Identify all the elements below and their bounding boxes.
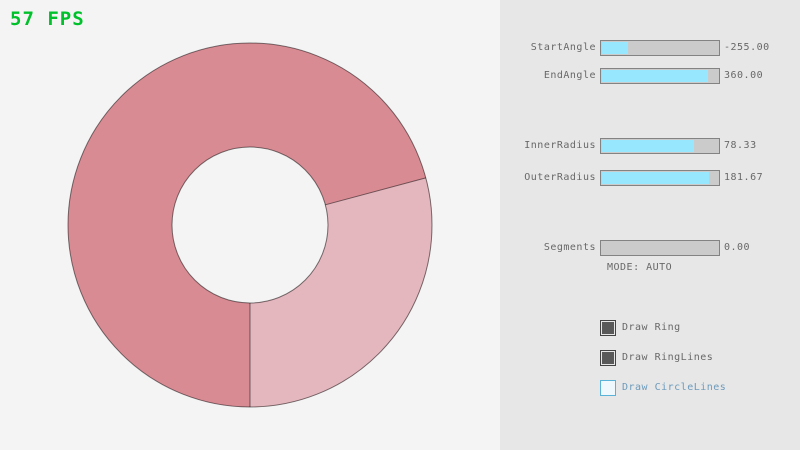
outer-radius-slider-fill [602, 172, 710, 184]
inner-radius-slider-fill [602, 140, 695, 152]
draw-circlelines-checkbox-label: Draw CircleLines [622, 382, 727, 393]
slider-row-outer-radius: OuterRadius 181.67 [500, 170, 800, 186]
draw-ring-checkbox-label: Draw Ring [622, 322, 681, 333]
controls-panel: StartAngle -255.00 EndAngle 360.00 Inner… [500, 0, 800, 450]
inner-radius-label: InnerRadius [524, 140, 596, 151]
draw-ringlines-checkbox-label: Draw RingLines [622, 352, 714, 363]
outer-radius-slider[interactable] [600, 170, 720, 186]
start-angle-value: -255.00 [724, 42, 770, 53]
checkbox-box-icon[interactable] [600, 380, 616, 396]
start-angle-slider[interactable] [600, 40, 720, 56]
slider-row-start-angle: StartAngle -255.00 [500, 40, 800, 56]
segments-slider[interactable] [600, 240, 720, 256]
slider-row-end-angle: EndAngle 360.00 [500, 68, 800, 84]
inner-radius-value: 78.33 [724, 140, 757, 151]
start-angle-label: StartAngle [530, 42, 596, 53]
inner-radius-slider[interactable] [600, 138, 720, 154]
draw-circlelines-checkbox[interactable]: Draw CircleLines [600, 380, 790, 396]
outer-radius-value: 181.67 [724, 172, 764, 183]
checkbox-box-icon[interactable] [600, 320, 616, 336]
segments-mode-text: MODE: AUTO [607, 262, 673, 273]
end-angle-slider[interactable] [600, 68, 720, 84]
slider-row-inner-radius: InnerRadius 78.33 [500, 138, 800, 154]
segments-label: Segments [543, 242, 596, 253]
checkbox-box-icon[interactable] [600, 350, 616, 366]
draw-ringlines-checkbox[interactable]: Draw RingLines [600, 350, 790, 366]
end-angle-value: 360.00 [724, 70, 764, 81]
start-angle-slider-fill [602, 42, 628, 54]
segments-value: 0.00 [724, 242, 751, 253]
end-angle-label: EndAngle [543, 70, 596, 81]
outer-radius-label: OuterRadius [524, 172, 596, 183]
slider-row-segments: Segments 0.00 [500, 240, 800, 256]
fps-counter: 57 FPS [10, 8, 85, 30]
end-angle-slider-fill [602, 70, 709, 82]
draw-ring-checkbox[interactable]: Draw Ring [600, 320, 790, 336]
ring-chart [67, 42, 433, 408]
